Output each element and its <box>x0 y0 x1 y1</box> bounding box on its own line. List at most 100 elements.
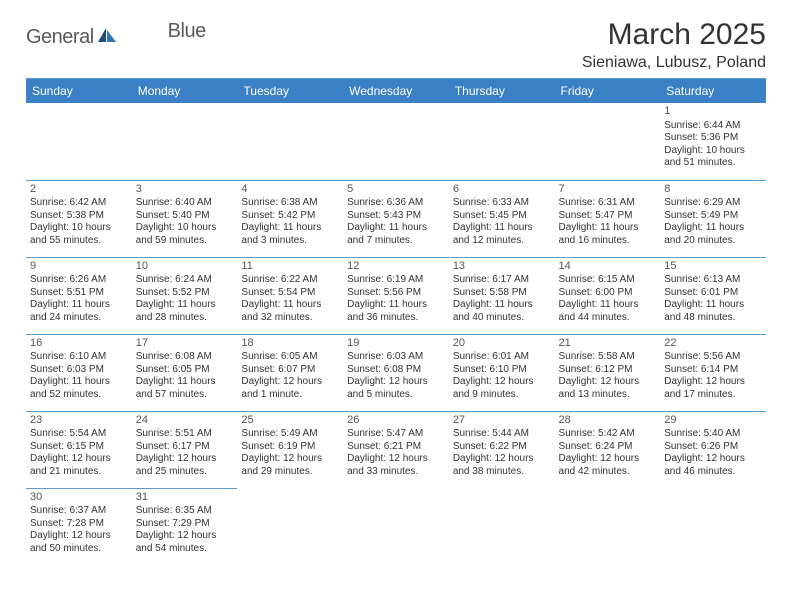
day2-text: and 32 minutes. <box>241 312 339 325</box>
day1-text: Daylight: 11 hours <box>664 299 762 312</box>
calendar-page: General Blue March 2025 Sieniawa, Lubusz… <box>0 0 792 565</box>
calendar-day-cell: 24Sunrise: 5:51 AMSunset: 6:17 PMDayligh… <box>132 411 238 488</box>
sunrise-text: Sunrise: 6:08 AM <box>136 351 234 364</box>
sunset-text: Sunset: 5:49 PM <box>664 210 762 223</box>
calendar-day-cell: 18Sunrise: 6:05 AMSunset: 6:07 PMDayligh… <box>237 334 343 411</box>
day1-text: Daylight: 12 hours <box>30 530 128 543</box>
calendar-day-cell <box>555 103 661 180</box>
sunset-text: Sunset: 7:29 PM <box>136 518 234 531</box>
calendar-day-cell <box>343 103 449 180</box>
calendar-week-row: 23Sunrise: 5:54 AMSunset: 6:15 PMDayligh… <box>26 411 766 488</box>
calendar-week-row: 9Sunrise: 6:26 AMSunset: 5:51 PMDaylight… <box>26 257 766 334</box>
calendar-day-cell: 20Sunrise: 6:01 AMSunset: 6:10 PMDayligh… <box>449 334 555 411</box>
dayhead-sat: Saturday <box>660 79 766 104</box>
day2-text: and 52 minutes. <box>30 389 128 402</box>
sunrise-text: Sunrise: 5:42 AM <box>559 428 657 441</box>
page-header: General Blue March 2025 Sieniawa, Lubusz… <box>26 18 766 72</box>
day2-text: and 55 minutes. <box>30 235 128 248</box>
day2-text: and 3 minutes. <box>241 235 339 248</box>
day2-text: and 7 minutes. <box>347 235 445 248</box>
day2-text: and 48 minutes. <box>664 312 762 325</box>
calendar-day-cell: 4Sunrise: 6:38 AMSunset: 5:42 PMDaylight… <box>237 180 343 257</box>
day-number: 11 <box>241 260 339 274</box>
day-number: 2 <box>30 183 128 197</box>
calendar-day-cell: 7Sunrise: 6:31 AMSunset: 5:47 PMDaylight… <box>555 180 661 257</box>
sunset-text: Sunset: 5:58 PM <box>453 287 551 300</box>
sunrise-text: Sunrise: 5:47 AM <box>347 428 445 441</box>
day1-text: Daylight: 12 hours <box>559 453 657 466</box>
day1-text: Daylight: 10 hours <box>30 222 128 235</box>
calendar-day-cell: 5Sunrise: 6:36 AMSunset: 5:43 PMDaylight… <box>343 180 449 257</box>
sunset-text: Sunset: 5:54 PM <box>241 287 339 300</box>
day-number: 25 <box>241 414 339 428</box>
calendar-day-cell: 13Sunrise: 6:17 AMSunset: 5:58 PMDayligh… <box>449 257 555 334</box>
day2-text: and 36 minutes. <box>347 312 445 325</box>
sunrise-text: Sunrise: 6:38 AM <box>241 197 339 210</box>
day2-text: and 5 minutes. <box>347 389 445 402</box>
day1-text: Daylight: 12 hours <box>241 453 339 466</box>
day-number: 27 <box>453 414 551 428</box>
calendar-day-cell: 26Sunrise: 5:47 AMSunset: 6:21 PMDayligh… <box>343 411 449 488</box>
day-number: 13 <box>453 260 551 274</box>
day-number: 10 <box>136 260 234 274</box>
day1-text: Daylight: 11 hours <box>30 299 128 312</box>
calendar-week-row: 16Sunrise: 6:10 AMSunset: 6:03 PMDayligh… <box>26 334 766 411</box>
calendar-day-cell: 10Sunrise: 6:24 AMSunset: 5:52 PMDayligh… <box>132 257 238 334</box>
calendar-day-cell: 8Sunrise: 6:29 AMSunset: 5:49 PMDaylight… <box>660 180 766 257</box>
sunset-text: Sunset: 5:36 PM <box>664 132 762 145</box>
sunrise-text: Sunrise: 5:58 AM <box>559 351 657 364</box>
sunrise-text: Sunrise: 6:40 AM <box>136 197 234 210</box>
dayhead-sun: Sunday <box>26 79 132 104</box>
sunset-text: Sunset: 6:19 PM <box>241 441 339 454</box>
day1-text: Daylight: 12 hours <box>136 453 234 466</box>
calendar-day-cell <box>343 488 449 565</box>
day2-text: and 24 minutes. <box>30 312 128 325</box>
sunset-text: Sunset: 6:17 PM <box>136 441 234 454</box>
sunset-text: Sunset: 6:05 PM <box>136 364 234 377</box>
day2-text: and 46 minutes. <box>664 466 762 479</box>
sunrise-text: Sunrise: 6:44 AM <box>664 120 762 133</box>
sunrise-text: Sunrise: 6:35 AM <box>136 505 234 518</box>
day1-text: Daylight: 11 hours <box>136 376 234 389</box>
day2-text: and 44 minutes. <box>559 312 657 325</box>
title-block: March 2025 Sieniawa, Lubusz, Poland <box>582 18 766 72</box>
day-number: 22 <box>664 337 762 351</box>
sunset-text: Sunset: 5:42 PM <box>241 210 339 223</box>
day2-text: and 13 minutes. <box>559 389 657 402</box>
calendar-day-cell: 12Sunrise: 6:19 AMSunset: 5:56 PMDayligh… <box>343 257 449 334</box>
day-number: 14 <box>559 260 657 274</box>
day-number: 7 <box>559 183 657 197</box>
day1-text: Daylight: 12 hours <box>241 376 339 389</box>
sunset-text: Sunset: 6:07 PM <box>241 364 339 377</box>
day2-text: and 57 minutes. <box>136 389 234 402</box>
sunrise-text: Sunrise: 6:17 AM <box>453 274 551 287</box>
day1-text: Daylight: 11 hours <box>559 222 657 235</box>
sunrise-text: Sunrise: 6:22 AM <box>241 274 339 287</box>
sunrise-text: Sunrise: 5:40 AM <box>664 428 762 441</box>
calendar-day-cell: 2Sunrise: 6:42 AMSunset: 5:38 PMDaylight… <box>26 180 132 257</box>
day-number: 9 <box>30 260 128 274</box>
sunset-text: Sunset: 5:38 PM <box>30 210 128 223</box>
sunset-text: Sunset: 6:24 PM <box>559 441 657 454</box>
sail-icon <box>96 26 118 49</box>
calendar-day-cell: 23Sunrise: 5:54 AMSunset: 6:15 PMDayligh… <box>26 411 132 488</box>
day2-text: and 59 minutes. <box>136 235 234 248</box>
calendar-day-cell: 17Sunrise: 6:08 AMSunset: 6:05 PMDayligh… <box>132 334 238 411</box>
calendar-day-cell: 9Sunrise: 6:26 AMSunset: 5:51 PMDaylight… <box>26 257 132 334</box>
calendar-day-cell: 29Sunrise: 5:40 AMSunset: 6:26 PMDayligh… <box>660 411 766 488</box>
calendar-day-cell: 30Sunrise: 6:37 AMSunset: 7:28 PMDayligh… <box>26 488 132 565</box>
calendar-day-cell: 28Sunrise: 5:42 AMSunset: 6:24 PMDayligh… <box>555 411 661 488</box>
day2-text: and 28 minutes. <box>136 312 234 325</box>
sunrise-text: Sunrise: 6:26 AM <box>30 274 128 287</box>
sunset-text: Sunset: 6:22 PM <box>453 441 551 454</box>
sunset-text: Sunset: 5:47 PM <box>559 210 657 223</box>
sunset-text: Sunset: 5:56 PM <box>347 287 445 300</box>
day-number: 23 <box>30 414 128 428</box>
day-number: 26 <box>347 414 445 428</box>
day1-text: Daylight: 10 hours <box>136 222 234 235</box>
day-number: 16 <box>30 337 128 351</box>
sunset-text: Sunset: 6:14 PM <box>664 364 762 377</box>
day-number: 3 <box>136 183 234 197</box>
day-number: 20 <box>453 337 551 351</box>
sunrise-text: Sunrise: 6:37 AM <box>30 505 128 518</box>
